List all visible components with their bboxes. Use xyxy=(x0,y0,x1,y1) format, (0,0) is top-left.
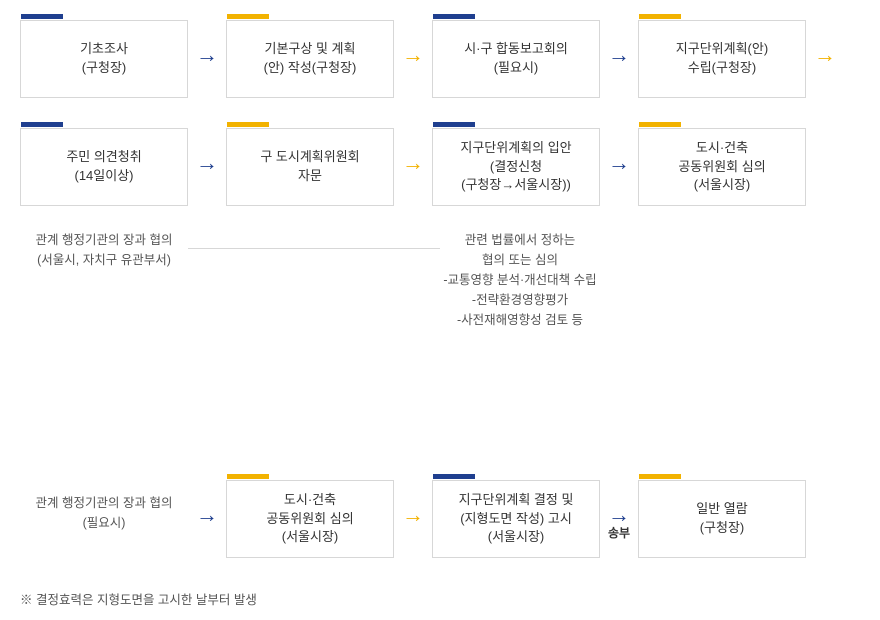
arrow-icon: → xyxy=(806,42,844,68)
node-joint-committee-review-2: 도시·건축 공동위원회 심의 (서울시장) xyxy=(226,480,394,558)
connector-line xyxy=(188,248,440,249)
node-line: (구청장) xyxy=(82,59,127,78)
node-line: (서울시장) xyxy=(694,176,751,195)
arrow-icon: → xyxy=(188,150,226,176)
node-plan-initiation: 지구단위계획의 입안 (결정신청 (구청장→서울시장)) xyxy=(432,128,600,206)
arrow-icon: → xyxy=(188,42,226,68)
arrow-icon: → xyxy=(394,42,432,68)
flow-row-3: → 도시·건축 공동위원회 심의 (서울시장) → 지구단위계획 결정 및 (지… xyxy=(168,472,826,558)
arrow-icon: → xyxy=(600,42,638,68)
node-line: 지구단위계획의 입안 xyxy=(460,139,571,158)
node-basic-survey: 기초조사 (구청장) xyxy=(20,20,188,98)
node-line: (구청장) xyxy=(700,519,745,538)
node-line: (14일이상) xyxy=(75,167,134,186)
info-line: 관계 행정기관의 장과 협의 xyxy=(20,230,188,250)
node-decision-notice: 지구단위계획 결정 및 (지형도면 작성) 고시 (서울시장) xyxy=(432,480,600,558)
info-line: (필요시) xyxy=(20,513,188,533)
info-line: -교통영향 분석·개선대책 수립 xyxy=(430,270,610,290)
node-line: 자문 xyxy=(298,167,322,186)
node-line: (지형도면 작성) 고시 xyxy=(460,510,572,529)
info-line: -전략환경영향평가 xyxy=(430,290,610,310)
arrow-icon: → xyxy=(600,150,638,176)
node-line: (구청장→서울시장)) xyxy=(461,176,571,195)
node-line: 공동위원회 심의 xyxy=(678,158,765,177)
footnote: ※ 결정효력은 지형도면을 고시한 날부터 발생 xyxy=(20,589,257,608)
arrow-label: 송부 xyxy=(608,524,630,541)
node-line: 구 도시계획위원회 xyxy=(260,148,359,167)
node-line: 지구단위계획(안) xyxy=(676,40,768,59)
node-joint-report: 시·구 합동보고회의 (필요시) xyxy=(432,20,600,98)
info-line: -사전재해영향성 검토 등 xyxy=(430,310,610,330)
node-district-committee: 구 도시계획위원회 자문 xyxy=(226,128,394,206)
node-line: 시·구 합동보고회의 xyxy=(464,40,568,59)
info-line: 관계 행정기관의 장과 협의 xyxy=(20,493,188,513)
node-line: (서울시장) xyxy=(282,528,339,547)
arrow-icon: → xyxy=(188,502,226,528)
node-line: (결정신청 xyxy=(490,158,542,177)
node-line: 도시·건축 xyxy=(284,491,336,510)
node-line: 일반 열람 xyxy=(696,500,747,519)
info-consult-agencies: 관계 행정기관의 장과 협의 (서울시, 자치구 유관부서) xyxy=(20,230,188,270)
node-line: 기본구상 및 계획 xyxy=(265,40,356,59)
flow-row-1: 기초조사 (구청장) → 기본구상 및 계획 (안) 작성(구청장) → 시·구… xyxy=(0,12,864,98)
node-basic-plan-draft: 기본구상 및 계획 (안) 작성(구청장) xyxy=(226,20,394,98)
arrow-send: → 송부 xyxy=(600,502,638,528)
node-public-inspection: 일반 열람 (구청장) xyxy=(638,480,806,558)
info-line: 관련 법률에서 정하는 xyxy=(430,230,610,250)
info-consult-if-needed: 관계 행정기관의 장과 협의 (필요시) xyxy=(20,493,188,533)
arrow-icon: → xyxy=(394,150,432,176)
info-line: (서울시, 자치구 유관부서) xyxy=(20,250,188,270)
node-district-plan-draft: 지구단위계획(안) 수립(구청장) xyxy=(638,20,806,98)
node-resident-hearing: 주민 의견청취 (14일이상) xyxy=(20,128,188,206)
node-line: 도시·건축 xyxy=(696,139,748,158)
node-line: 수립(구청장) xyxy=(688,59,756,78)
arrow-icon: → xyxy=(394,502,432,528)
node-line: 지구단위계획 결정 및 xyxy=(459,491,574,510)
info-related-laws: 관련 법률에서 정하는 협의 또는 심의 -교통영향 분석·개선대책 수립 -전… xyxy=(430,230,610,330)
node-line: (필요시) xyxy=(494,59,539,78)
node-line: (서울시장) xyxy=(488,528,545,547)
node-line: (안) 작성(구청장) xyxy=(264,59,357,78)
info-line: 협의 또는 심의 xyxy=(430,250,610,270)
node-line: 기초조사 xyxy=(80,40,128,59)
node-line: 공동위원회 심의 xyxy=(266,510,353,529)
node-joint-committee-review: 도시·건축 공동위원회 심의 (서울시장) xyxy=(638,128,806,206)
flow-row-2: 주민 의견청취 (14일이상) → 구 도시계획위원회 자문 → 지구단위계획의… xyxy=(0,120,826,206)
node-line: 주민 의견청취 xyxy=(66,148,141,167)
